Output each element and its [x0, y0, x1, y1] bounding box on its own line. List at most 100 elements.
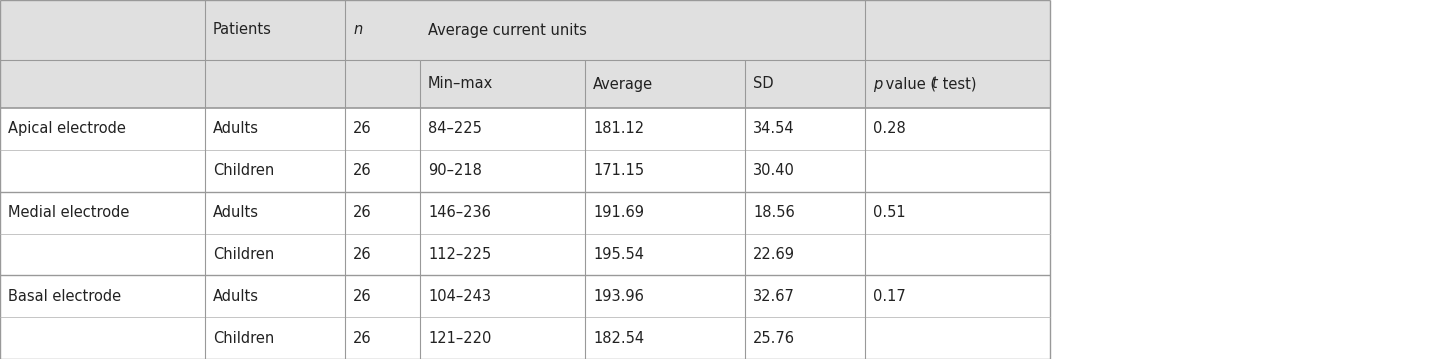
Text: 26: 26	[353, 121, 372, 136]
Text: 84–225: 84–225	[428, 121, 482, 136]
Bar	[745, 0, 865, 60]
Bar	[865, 150, 1050, 192]
Text: 112–225: 112–225	[428, 247, 491, 262]
Text: 22.69: 22.69	[754, 247, 796, 262]
Text: 0.28: 0.28	[873, 121, 906, 136]
Text: Basal electrode: Basal electrode	[9, 289, 121, 304]
Text: 26: 26	[353, 205, 372, 220]
Text: 34.54: 34.54	[754, 121, 794, 136]
Bar	[585, 108, 745, 150]
Bar	[420, 317, 585, 359]
Text: Children: Children	[213, 163, 274, 178]
Bar	[346, 275, 420, 317]
Bar	[585, 150, 745, 192]
Bar	[0, 317, 205, 359]
Text: Adults: Adults	[213, 121, 258, 136]
Bar	[865, 275, 1050, 317]
Text: 0.17: 0.17	[873, 289, 906, 304]
Bar	[865, 192, 1050, 233]
Bar	[585, 317, 745, 359]
Text: Children: Children	[213, 247, 274, 262]
Bar	[745, 192, 865, 233]
Bar	[0, 233, 205, 275]
Bar	[346, 150, 420, 192]
Bar	[346, 108, 420, 150]
Bar	[0, 192, 205, 233]
Text: Adults: Adults	[213, 289, 258, 304]
Bar	[585, 0, 745, 60]
Text: SD: SD	[754, 76, 774, 92]
Bar	[205, 192, 346, 233]
Bar	[205, 108, 346, 150]
Text: Average: Average	[592, 76, 653, 92]
Bar	[745, 233, 865, 275]
Text: 195.54: 195.54	[592, 247, 645, 262]
Bar	[420, 150, 585, 192]
Text: 32.67: 32.67	[754, 289, 794, 304]
Text: Medial electrode: Medial electrode	[9, 205, 129, 220]
Bar	[745, 60, 865, 108]
Bar	[346, 0, 420, 60]
Text: 18.56: 18.56	[754, 205, 794, 220]
Bar	[585, 275, 745, 317]
Bar	[865, 0, 1050, 60]
Text: Apical electrode: Apical electrode	[9, 121, 126, 136]
Bar	[745, 275, 865, 317]
Text: value (: value (	[881, 76, 937, 92]
Text: 26: 26	[353, 331, 372, 346]
Bar	[205, 317, 346, 359]
Text: Adults: Adults	[213, 205, 258, 220]
Bar	[346, 233, 420, 275]
Bar	[745, 150, 865, 192]
Bar	[420, 233, 585, 275]
Text: 30.40: 30.40	[754, 163, 794, 178]
Bar	[585, 60, 745, 108]
Bar	[346, 192, 420, 233]
Text: p: p	[873, 76, 883, 92]
Text: 90–218: 90–218	[428, 163, 482, 178]
Text: test): test)	[938, 76, 977, 92]
Bar	[205, 60, 346, 108]
Text: Average current units: Average current units	[428, 23, 587, 37]
Bar	[420, 275, 585, 317]
Bar	[0, 275, 205, 317]
Text: 191.69: 191.69	[592, 205, 645, 220]
Bar	[205, 275, 346, 317]
Text: t: t	[931, 76, 937, 92]
Bar	[205, 233, 346, 275]
Text: 181.12: 181.12	[592, 121, 645, 136]
Text: 182.54: 182.54	[592, 331, 645, 346]
Bar	[0, 60, 205, 108]
Text: 26: 26	[353, 247, 372, 262]
Bar	[205, 0, 346, 60]
Text: 121–220: 121–220	[428, 331, 491, 346]
Text: 104–243: 104–243	[428, 289, 491, 304]
Text: 26: 26	[353, 289, 372, 304]
Bar	[865, 233, 1050, 275]
Bar	[745, 108, 865, 150]
Text: 26: 26	[353, 163, 372, 178]
Text: 25.76: 25.76	[754, 331, 796, 346]
Text: Patients: Patients	[213, 23, 272, 37]
Bar	[865, 60, 1050, 108]
Text: n: n	[353, 23, 362, 37]
Bar	[745, 317, 865, 359]
Bar	[346, 317, 420, 359]
Bar	[420, 60, 585, 108]
Bar	[0, 0, 205, 60]
Bar	[420, 0, 585, 60]
Bar	[585, 233, 745, 275]
Text: 171.15: 171.15	[592, 163, 645, 178]
Bar	[0, 150, 205, 192]
Bar	[346, 60, 420, 108]
Bar	[420, 192, 585, 233]
Bar	[865, 108, 1050, 150]
Text: Children: Children	[213, 331, 274, 346]
Text: Min–max: Min–max	[428, 76, 494, 92]
Bar	[420, 108, 585, 150]
Text: 146–236: 146–236	[428, 205, 491, 220]
Bar	[585, 192, 745, 233]
Bar	[0, 108, 205, 150]
Text: 193.96: 193.96	[592, 289, 643, 304]
Bar	[865, 317, 1050, 359]
